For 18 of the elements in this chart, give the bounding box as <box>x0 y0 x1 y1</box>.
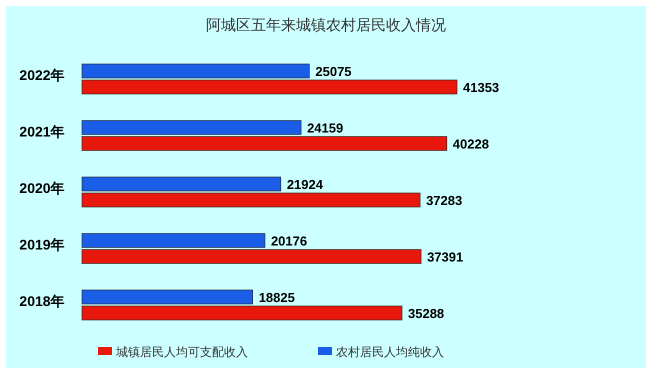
data-label: 41353 <box>463 80 500 95</box>
y-tick-label: 2022年 <box>19 67 65 83</box>
data-label: 24159 <box>307 120 344 136</box>
data-label: 18825 <box>258 290 295 305</box>
data-label: 37283 <box>426 193 462 208</box>
data-label: 25075 <box>315 64 352 79</box>
data-label: 37391 <box>427 250 464 264</box>
y-tick-label: 2020年 <box>19 180 65 196</box>
chart-title: 阿城区五年来城镇农村居民收入情况 <box>206 17 446 34</box>
data-label: 20176 <box>270 234 308 248</box>
legend-label: 城镇居民人均可支配收入 <box>115 345 248 359</box>
legend-label: 农村居民人均纯收入 <box>336 345 444 359</box>
data-label: 40228 <box>452 136 489 152</box>
data-label: 21924 <box>286 177 324 192</box>
y-tick-label: 2018年 <box>19 293 65 309</box>
y-tick-label: 2021年 <box>19 124 65 140</box>
y-tick-label: 2019年 <box>19 236 65 252</box>
data-label: 35288 <box>408 306 444 321</box>
